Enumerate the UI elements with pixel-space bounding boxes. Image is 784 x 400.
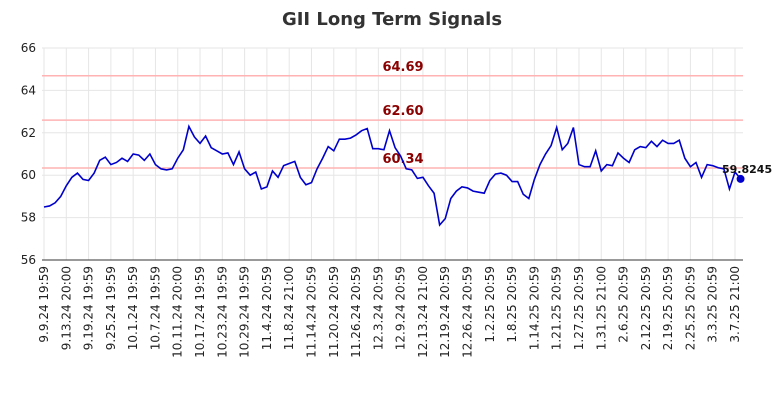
x-tick-label: 1.21.25 20:59 [550, 266, 564, 350]
reference-label: 62.60 [382, 104, 423, 119]
y-tick-label: 66 [21, 41, 36, 55]
x-tick-label: 2.12.25 20:59 [639, 266, 653, 350]
x-tick-label: 10.11.24 20:00 [171, 266, 185, 358]
x-tick-label: 9.9.24 19:59 [37, 266, 51, 343]
x-tick-label: 2.6.25 20:59 [617, 266, 631, 343]
y-tick-label: 64 [21, 83, 36, 97]
x-tick-label: 9.19.24 19:59 [82, 266, 96, 350]
x-tick-label: 10.23.24 19:59 [215, 266, 229, 358]
x-tick-label: 10.7.24 19:59 [148, 266, 162, 350]
x-tick-label: 1.8.25 20:59 [505, 266, 519, 343]
x-tick-label: 11.20.24 20:59 [327, 266, 341, 358]
line-series [43, 124, 742, 227]
x-tick-label: 12.13.24 21:00 [416, 266, 430, 358]
reference-label: 64.69 [382, 60, 423, 75]
x-tick-label: 11.26.24 20:59 [349, 266, 363, 358]
x-tick-label: 2.25.25 20:59 [683, 266, 697, 350]
y-tick-label: 60 [21, 168, 36, 182]
x-tick-label: 12.19.24 20:59 [438, 266, 452, 358]
y-tick-label: 62 [21, 126, 36, 140]
x-tick-label: 11.4.24 20:59 [260, 266, 274, 350]
x-tick-label: 11.14.24 20:59 [304, 266, 318, 358]
reference-label: 60.34 [382, 152, 423, 167]
x-tick-label: 11.8.24 21:00 [282, 266, 296, 350]
x-tick-label: 10.1.24 19:59 [126, 266, 140, 350]
x-tick-label: 10.17.24 19:59 [193, 266, 207, 358]
x-tick-label: 2.19.25 20:59 [661, 266, 675, 350]
last-point [736, 174, 745, 183]
x-tick-label: 3.3.25 20:59 [706, 266, 720, 343]
y-tick-label: 58 [21, 211, 36, 225]
x-tick-label: 1.14.25 20:59 [527, 266, 541, 350]
x-tick-label: 12.3.24 20:59 [371, 266, 385, 350]
x-tick-label: 9.13.24 20:00 [59, 266, 73, 350]
y-tick-label: 56 [21, 253, 36, 267]
x-tick-label: 1.31.25 21:00 [594, 266, 608, 350]
x-tick-label: 9.25.24 19:59 [104, 266, 118, 350]
x-tick-label: 10.29.24 19:59 [238, 266, 252, 358]
x-tick-label: 3.7.25 21:00 [728, 266, 742, 343]
x-tick-label: 1.27.25 20:59 [572, 266, 586, 350]
x-tick-label: 1.2.25 20:59 [483, 266, 497, 343]
x-tick-label: 12.26.24 20:59 [461, 266, 475, 358]
chart-title: GII Long Term Signals [282, 9, 502, 30]
x-tick-label: 12.9.24 20:59 [394, 266, 408, 350]
last-value-label: 59.8245 [722, 163, 772, 176]
